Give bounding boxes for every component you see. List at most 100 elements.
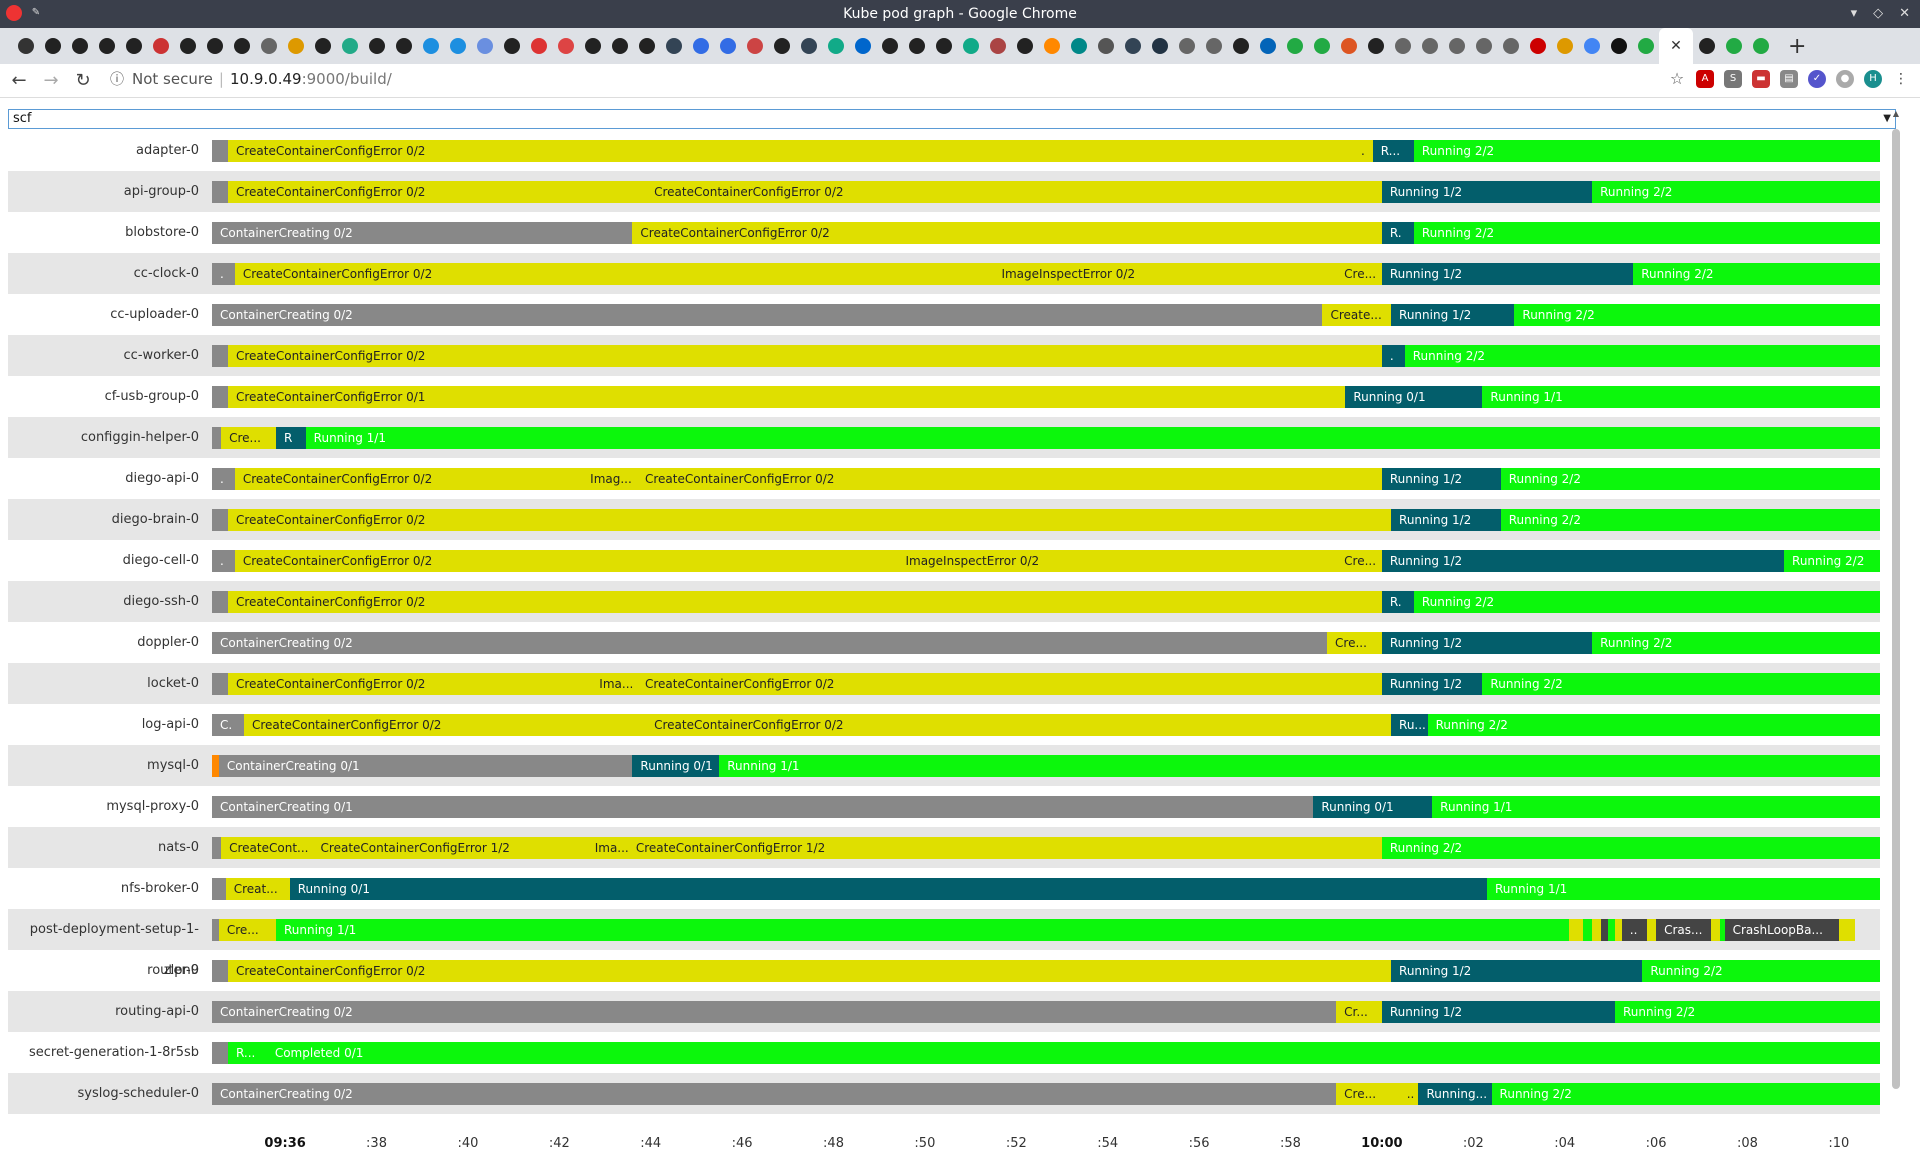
browser-tab[interactable]: [1011, 28, 1038, 64]
status-segment[interactable]: R.: [1381, 222, 1414, 244]
status-segment[interactable]: Running 0/1: [1345, 386, 1483, 408]
close-tab-icon[interactable]: ✕: [1670, 38, 1682, 54]
browser-tab[interactable]: [579, 28, 606, 64]
browser-tab[interactable]: [1254, 28, 1281, 64]
status-segment[interactable]: Running 1/1: [1486, 878, 1880, 900]
status-segment[interactable]: R.: [1381, 591, 1414, 613]
browser-tab[interactable]: [93, 28, 120, 64]
extension-icon[interactable]: ✓: [1808, 70, 1826, 88]
minimize-icon[interactable]: ▾: [1850, 6, 1858, 21]
browser-tab[interactable]: [1470, 28, 1497, 64]
status-segment[interactable]: Running 2/2: [1482, 673, 1880, 695]
status-segment[interactable]: Ima...: [586, 837, 628, 859]
browser-tab[interactable]: [1173, 28, 1200, 64]
maximize-icon[interactable]: ◇: [1873, 6, 1884, 21]
browser-tab[interactable]: [201, 28, 228, 64]
status-segment[interactable]: Running 1/2: [1381, 632, 1593, 654]
status-segment[interactable]: R: [275, 427, 306, 449]
status-segment[interactable]: [1614, 919, 1622, 941]
browser-tab[interactable]: [1119, 28, 1146, 64]
reload-icon[interactable]: ↻: [75, 69, 91, 91]
status-segment[interactable]: [212, 1042, 228, 1064]
status-segment[interactable]: CreateContainerConfigError 1/2: [627, 837, 1382, 859]
browser-tab[interactable]: [633, 28, 660, 64]
status-segment[interactable]: Running 1/2: [1381, 468, 1501, 490]
browser-tab[interactable]: [336, 28, 363, 64]
status-segment[interactable]: .: [1359, 140, 1373, 162]
status-segment[interactable]: ContainerCreating 0/1: [218, 755, 633, 777]
browser-tab[interactable]: [498, 28, 525, 64]
status-segment[interactable]: CreateContainerConfigError 0/2: [234, 550, 898, 572]
status-segment[interactable]: Running 1/2: [1391, 304, 1515, 326]
browser-tab[interactable]: [309, 28, 336, 64]
info-icon[interactable]: ⓘ: [110, 72, 124, 88]
status-segment[interactable]: CrashLoopBa...: [1724, 919, 1839, 941]
browser-tab[interactable]: [930, 28, 957, 64]
browser-tab[interactable]: [1551, 28, 1578, 64]
status-segment[interactable]: Running 2/2: [1413, 591, 1880, 613]
status-segment[interactable]: CreateContainerConfigError 0/2: [243, 714, 647, 736]
browser-tab[interactable]: [12, 28, 39, 64]
browser-tab[interactable]: [228, 28, 255, 64]
status-segment[interactable]: ContainerCreating 0/2: [212, 222, 633, 244]
status-segment[interactable]: CreateContainerConfigError 0/2: [646, 714, 1391, 736]
status-segment[interactable]: Running 1/2: [1381, 673, 1483, 695]
browser-tab[interactable]: [714, 28, 741, 64]
browser-tab[interactable]: [525, 28, 552, 64]
status-segment[interactable]: Running 0/1: [632, 755, 720, 777]
extension-icon[interactable]: ▬: [1752, 70, 1770, 88]
status-segment[interactable]: Running 2/2: [1514, 304, 1880, 326]
status-segment[interactable]: Running 2/2: [1592, 181, 1880, 203]
status-segment[interactable]: CreateContainerConfigError 0/2: [636, 468, 1382, 490]
status-segment[interactable]: Running 2/2: [1500, 468, 1880, 490]
browser-tab[interactable]: [1200, 28, 1227, 64]
scrollbar-thumb[interactable]: [1892, 129, 1900, 1089]
close-window-icon[interactable]: ✕: [1899, 6, 1910, 21]
status-segment[interactable]: ContainerCreating 0/2: [212, 632, 1328, 654]
status-segment[interactable]: CreateContainerConfigError 0/2: [227, 181, 647, 203]
browser-tab[interactable]: [1693, 28, 1720, 64]
status-segment[interactable]: Running 2/2: [1784, 550, 1880, 572]
status-segment[interactable]: Cr...: [1336, 1001, 1382, 1023]
status-segment[interactable]: Ru...: [1391, 714, 1428, 736]
status-segment[interactable]: Running 2/2: [1404, 345, 1880, 367]
status-segment[interactable]: Cre...: [1327, 632, 1382, 654]
status-segment[interactable]: CreateContainerConfigError 1/2: [312, 837, 587, 859]
status-segment[interactable]: CreateContainerConfigError 0/2: [234, 468, 583, 490]
status-segment[interactable]: CreateContainerConfigError 0/2: [636, 673, 1382, 695]
browser-tab[interactable]: [1389, 28, 1416, 64]
status-segment[interactable]: Cre...: [1336, 1083, 1405, 1105]
status-segment[interactable]: .: [212, 263, 235, 285]
status-segment[interactable]: .: [212, 550, 235, 572]
status-segment[interactable]: Running 1/1: [719, 755, 1880, 777]
status-segment[interactable]: R...: [1372, 140, 1414, 162]
status-segment[interactable]: Running 2/2: [1427, 714, 1880, 736]
status-segment[interactable]: CreateContainerConfigError 0/2: [227, 140, 1360, 162]
status-segment[interactable]: ContainerCreating 0/2: [212, 304, 1323, 326]
browser-tab[interactable]: [606, 28, 633, 64]
status-segment[interactable]: CreateContainerConfigError 0/2: [227, 509, 1391, 531]
status-segment[interactable]: CreateContainerConfigError 0/2: [646, 181, 1382, 203]
status-segment[interactable]: Running 2/2: [1500, 509, 1880, 531]
browser-tab[interactable]: [471, 28, 498, 64]
status-segment[interactable]: [212, 960, 228, 982]
profile-avatar[interactable]: H: [1864, 70, 1882, 88]
status-segment[interactable]: Running 1/2: [1381, 181, 1593, 203]
browser-tab[interactable]: [1065, 28, 1092, 64]
status-segment[interactable]: CreateContainerConfigError 0/2: [227, 673, 592, 695]
status-segment[interactable]: ContainerCreating 0/2: [212, 1001, 1337, 1023]
status-segment[interactable]: [1592, 919, 1602, 941]
extension-icon[interactable]: S: [1724, 70, 1742, 88]
status-segment[interactable]: Cre...: [218, 919, 276, 941]
extension-icon[interactable]: ●: [1836, 70, 1854, 88]
browser-tab[interactable]: [1443, 28, 1470, 64]
browser-tab[interactable]: [1146, 28, 1173, 64]
status-segment[interactable]: Running 1/2: [1381, 263, 1634, 285]
status-segment[interactable]: [1608, 919, 1615, 941]
browser-tab[interactable]: [660, 28, 687, 64]
status-segment[interactable]: [1569, 919, 1583, 941]
browser-tab[interactable]: [849, 28, 876, 64]
status-segment[interactable]: Running 0/1: [1313, 796, 1433, 818]
browser-tab[interactable]: [255, 28, 282, 64]
status-segment[interactable]: CreateContainerConfigError 0/1: [227, 386, 1346, 408]
